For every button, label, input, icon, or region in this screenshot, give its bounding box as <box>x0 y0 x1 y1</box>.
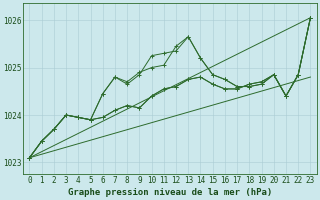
X-axis label: Graphe pression niveau de la mer (hPa): Graphe pression niveau de la mer (hPa) <box>68 188 272 197</box>
